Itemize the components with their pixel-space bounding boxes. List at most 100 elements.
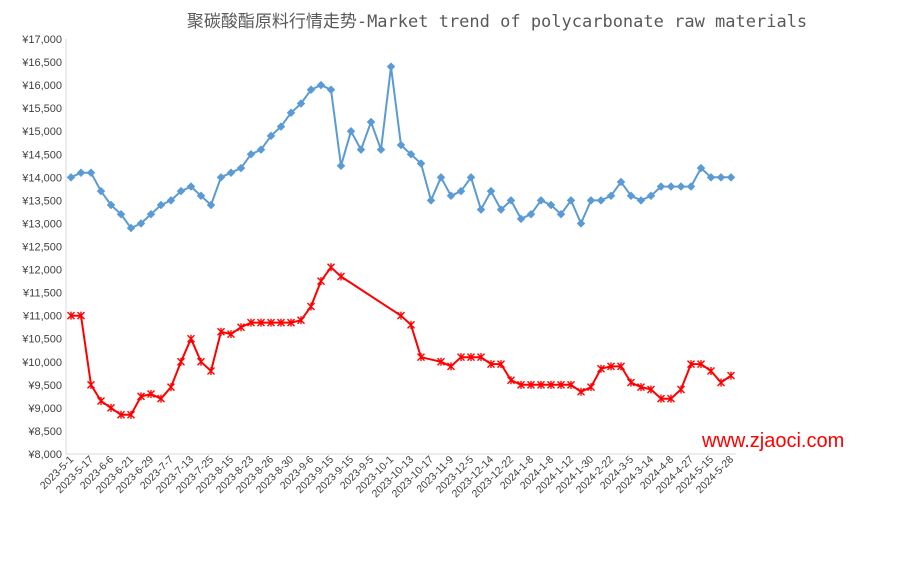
y-tick-label: ¥13,000 — [21, 218, 62, 230]
data-point — [466, 172, 476, 182]
data-point — [137, 392, 145, 401]
data-point — [287, 318, 295, 327]
data-point — [247, 318, 255, 327]
data-point — [666, 182, 676, 191]
data-point — [546, 200, 556, 210]
data-point — [86, 168, 96, 178]
chart-title: 聚碳酸酯原料行情走势-Market trend of polycarbonate… — [187, 12, 807, 32]
data-point — [66, 172, 76, 182]
data-point — [177, 357, 185, 366]
data-point — [667, 394, 675, 403]
data-point — [326, 85, 336, 95]
data-point — [327, 263, 335, 272]
data-point — [726, 172, 736, 182]
data-point — [317, 277, 325, 286]
data-point — [476, 205, 486, 214]
y-tick-label: ¥13,500 — [21, 195, 62, 207]
data-point — [97, 396, 105, 405]
data-point — [227, 330, 235, 339]
data-point — [116, 209, 126, 219]
data-point — [677, 385, 685, 394]
data-point — [646, 191, 656, 201]
series-layer — [66, 62, 736, 419]
data-point — [376, 145, 386, 155]
data-point — [196, 191, 206, 201]
data-point — [416, 159, 426, 168]
y-tick-label: ¥12,000 — [21, 265, 62, 277]
data-point — [96, 186, 106, 196]
y-tick-label: ¥14,500 — [21, 149, 62, 161]
data-point — [117, 410, 125, 419]
data-point — [536, 196, 546, 205]
data-point — [216, 172, 226, 182]
y-tick-label: ¥16,000 — [21, 80, 62, 92]
data-point — [567, 380, 575, 389]
data-point — [717, 378, 725, 387]
data-point — [406, 149, 416, 159]
data-point — [256, 145, 266, 155]
data-point — [656, 182, 666, 191]
data-point — [527, 380, 535, 389]
data-point — [577, 387, 585, 396]
y-tick-label: ¥15,500 — [21, 103, 62, 115]
y-tick-label: ¥9,500 — [27, 380, 62, 392]
data-point — [696, 163, 706, 173]
data-point — [107, 403, 115, 412]
y-tick-label: ¥17,000 — [21, 34, 62, 46]
data-point — [676, 182, 686, 191]
data-point — [506, 196, 516, 205]
data-point — [277, 318, 285, 327]
data-point — [597, 364, 605, 373]
y-tick-label: ¥11,000 — [22, 311, 62, 323]
data-point — [447, 362, 455, 371]
y-tick-label: ¥12,500 — [21, 242, 62, 254]
y-tick-label: ¥11,500 — [22, 288, 62, 300]
y-tick-label: ¥10,500 — [21, 334, 62, 346]
data-point — [206, 200, 216, 210]
data-point — [606, 191, 616, 201]
data-point — [507, 376, 515, 385]
data-point — [186, 182, 196, 191]
data-point — [687, 360, 695, 369]
data-point — [336, 161, 346, 171]
y-tick-label: ¥16,500 — [21, 57, 62, 69]
series-2 — [67, 263, 735, 419]
data-point — [146, 209, 156, 219]
series-line — [71, 266, 732, 416]
data-point — [537, 380, 545, 389]
data-point — [497, 360, 505, 369]
data-point — [286, 108, 296, 118]
data-point — [386, 62, 396, 72]
data-point — [566, 196, 576, 205]
series-1 — [66, 62, 736, 233]
data-point — [166, 196, 176, 205]
data-point — [467, 353, 475, 362]
data-point — [486, 186, 496, 196]
data-point — [236, 163, 246, 173]
data-point — [76, 168, 86, 178]
data-point — [407, 320, 415, 329]
data-point — [217, 327, 225, 336]
data-point — [167, 383, 175, 392]
data-point — [316, 80, 326, 90]
data-point — [616, 177, 626, 187]
data-point — [176, 186, 186, 196]
y-tick-label: ¥14,000 — [21, 172, 62, 184]
data-point — [457, 353, 465, 362]
data-point — [156, 200, 166, 210]
data-point — [556, 209, 566, 219]
data-point — [366, 117, 376, 127]
data-point — [657, 394, 665, 403]
data-point — [446, 191, 456, 201]
data-point — [627, 378, 635, 387]
data-point — [396, 140, 406, 150]
data-point — [397, 311, 405, 320]
data-point — [647, 385, 655, 394]
data-point — [707, 367, 715, 375]
data-point — [126, 223, 136, 233]
data-point — [246, 149, 256, 159]
data-point — [267, 318, 275, 327]
data-point — [697, 360, 705, 369]
data-point — [637, 383, 645, 392]
data-point — [237, 323, 245, 332]
